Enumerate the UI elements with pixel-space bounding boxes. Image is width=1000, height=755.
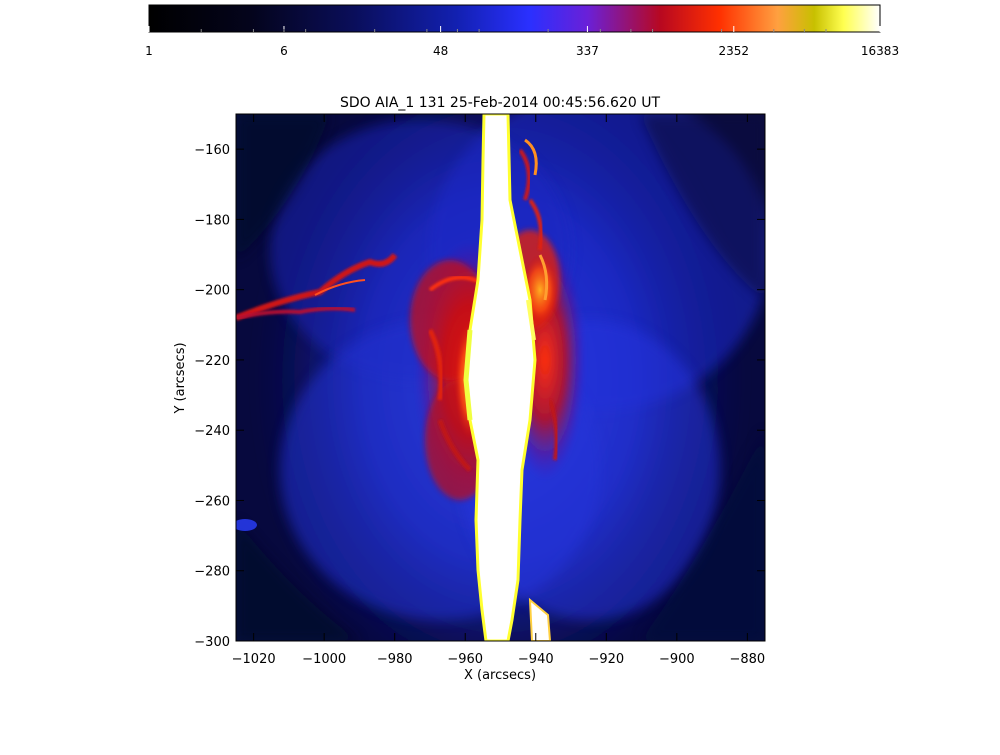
x-tick-label: −1020 <box>232 652 276 667</box>
y-axis-tick-labels: −160 −180 −200 −220 −240 −260 −280 −300 <box>194 143 230 650</box>
x-tick-label: −920 <box>588 652 624 667</box>
colorbar-tick-label: 16383 <box>861 44 899 58</box>
solar-image <box>236 114 765 641</box>
x-tick-label: −880 <box>730 652 766 667</box>
colorbar-tick-label: 48 <box>433 44 448 58</box>
plot-frame <box>235 113 766 642</box>
colorbar: 1 6 48 337 2352 16383 <box>145 4 899 58</box>
colorbar-tick-label: 337 <box>576 44 599 58</box>
x-tick-label: −900 <box>659 652 695 667</box>
colorbar-tick-label: 1 <box>145 44 153 58</box>
y-tick-label: −240 <box>194 424 230 439</box>
colorbar-tick-label: 2352 <box>719 44 750 58</box>
y-tick-label: −200 <box>194 284 230 299</box>
colorbar-tick-labels: 1 6 48 337 2352 16383 <box>145 44 899 58</box>
colorbar-ticks <box>148 26 881 32</box>
y-tick-label: −180 <box>194 213 230 228</box>
x-axis-ticks <box>253 114 748 641</box>
x-axis-label: X (arcsecs) <box>464 668 536 683</box>
flare-core <box>464 114 537 641</box>
x-tick-label: −940 <box>518 652 554 667</box>
colorbar-strip <box>148 4 881 33</box>
x-tick-label: −1000 <box>302 652 346 667</box>
y-tick-label: −160 <box>194 143 230 158</box>
colorbar-tick-label: 6 <box>280 44 288 58</box>
x-tick-label: −960 <box>447 652 483 667</box>
x-axis-tick-labels: −1020 −1000 −980 −960 −940 −920 −900 −880 <box>232 652 766 667</box>
y-tick-label: −300 <box>194 635 230 650</box>
y-axis-ticks <box>236 148 765 642</box>
y-axis-label: Y (arcsecs) <box>173 342 188 414</box>
y-tick-label: −280 <box>194 565 230 580</box>
y-tick-label: −260 <box>194 494 230 509</box>
image-title: SDO AIA_1 131 25-Feb-2014 00:45:56.620 U… <box>340 95 660 111</box>
y-tick-label: −220 <box>194 354 230 369</box>
x-tick-label: −980 <box>377 652 413 667</box>
